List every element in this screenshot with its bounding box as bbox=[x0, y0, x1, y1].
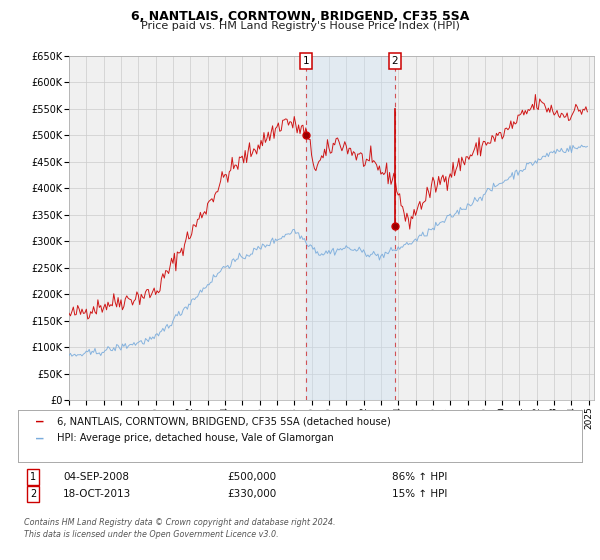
Text: Price paid vs. HM Land Registry's House Price Index (HPI): Price paid vs. HM Land Registry's House … bbox=[140, 21, 460, 31]
Text: £500,000: £500,000 bbox=[227, 472, 277, 482]
Text: HPI: Average price, detached house, Vale of Glamorgan: HPI: Average price, detached house, Vale… bbox=[57, 433, 334, 443]
Text: 1: 1 bbox=[30, 472, 36, 482]
Text: 6, NANTLAIS, CORNTOWN, BRIDGEND, CF35 5SA (detached house): 6, NANTLAIS, CORNTOWN, BRIDGEND, CF35 5S… bbox=[57, 416, 391, 426]
Text: —: — bbox=[36, 431, 44, 445]
Text: 2: 2 bbox=[30, 489, 36, 499]
Text: 2: 2 bbox=[391, 57, 398, 66]
Text: 04-SEP-2008: 04-SEP-2008 bbox=[63, 472, 129, 482]
Text: 15% ↑ HPI: 15% ↑ HPI bbox=[392, 489, 448, 499]
Text: 18-OCT-2013: 18-OCT-2013 bbox=[63, 489, 131, 499]
Bar bbox=[306, 56, 395, 400]
Text: 1: 1 bbox=[302, 57, 309, 66]
Text: 86% ↑ HPI: 86% ↑ HPI bbox=[392, 472, 448, 482]
Text: Contains HM Land Registry data © Crown copyright and database right 2024.
This d: Contains HM Land Registry data © Crown c… bbox=[24, 518, 335, 539]
Text: 6, NANTLAIS, CORNTOWN, BRIDGEND, CF35 5SA: 6, NANTLAIS, CORNTOWN, BRIDGEND, CF35 5S… bbox=[131, 10, 469, 23]
Text: —: — bbox=[36, 414, 44, 428]
Text: £330,000: £330,000 bbox=[227, 489, 277, 499]
